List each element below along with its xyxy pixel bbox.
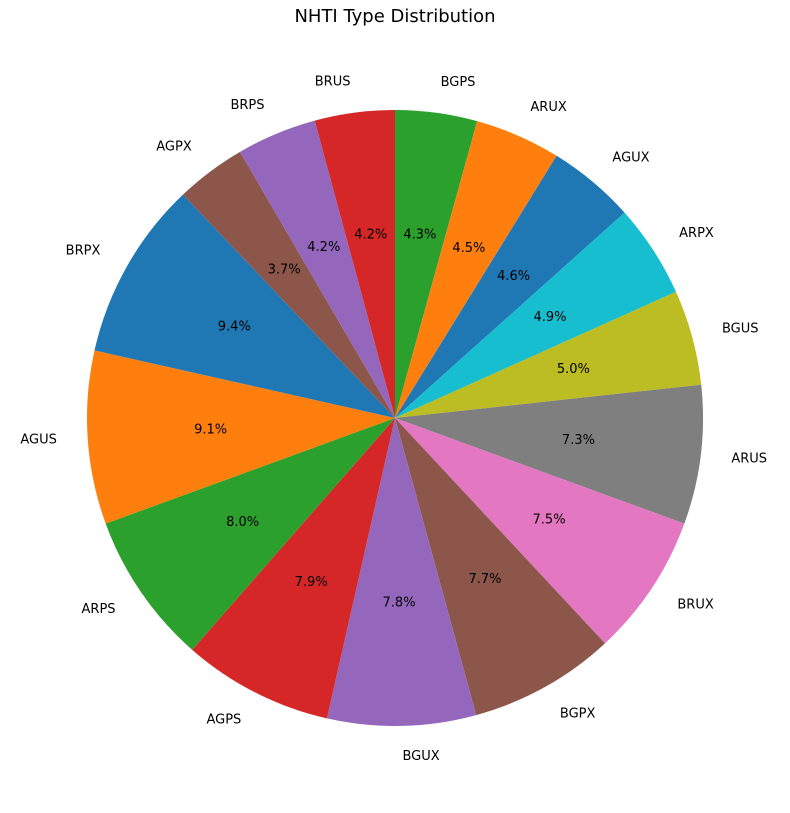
- pie-slice-bgpx: [395, 418, 605, 716]
- pct-label-arus: 7.3%: [562, 433, 595, 448]
- chart-title: NHTI Type Distribution: [294, 6, 496, 27]
- slice-label-brps: BRPS: [230, 98, 264, 113]
- slice-label-brux: BRUX: [677, 598, 713, 613]
- pct-label-agpx: 3.7%: [268, 263, 301, 278]
- pie-slice-agps: [192, 418, 395, 719]
- pie-slice-arus: [395, 384, 704, 524]
- slice-label-bgus: BGUS: [722, 322, 759, 337]
- pct-label-agps: 7.9%: [295, 575, 328, 590]
- pie-slice-brux: [395, 418, 685, 644]
- pct-label-arux: 4.5%: [452, 241, 485, 256]
- pct-label-bgus: 5.0%: [557, 362, 590, 377]
- slice-label-arps: ARPS: [82, 602, 116, 617]
- pie-slice-bgus: [395, 291, 702, 418]
- pct-label-agux: 4.6%: [497, 269, 530, 284]
- pct-label-bgux: 7.8%: [383, 595, 416, 610]
- pie-slice-agus: [87, 350, 395, 524]
- pie-slice-bgux: [326, 418, 477, 726]
- slice-label-agux: AGUX: [612, 151, 649, 166]
- pie-slice-brus: [314, 110, 395, 418]
- slice-label-arux: ARUX: [530, 100, 566, 115]
- slice-label-arus: ARUS: [731, 451, 767, 466]
- slice-label-bgux: BGUX: [402, 749, 439, 764]
- pct-label-bgps: 4.3%: [403, 227, 436, 242]
- slice-label-brpx: BRPX: [66, 243, 101, 258]
- pct-label-agus: 9.1%: [194, 422, 227, 437]
- pie-slice-brpx: [94, 194, 395, 418]
- pct-label-arps: 8.0%: [226, 515, 259, 530]
- slice-label-brus: BRUS: [315, 75, 351, 90]
- pct-label-brps: 4.2%: [307, 240, 340, 255]
- slice-label-bgps: BGPS: [441, 75, 476, 90]
- pie-slice-arux: [395, 121, 557, 419]
- pct-label-brus: 4.2%: [354, 227, 387, 242]
- pie-slice-arps: [105, 418, 396, 650]
- slice-label-agus: AGUS: [20, 432, 57, 447]
- pct-label-brux: 7.5%: [533, 513, 566, 528]
- pie-slice-bgps: [395, 110, 478, 418]
- pie-slice-agpx: [182, 151, 395, 418]
- slice-label-agps: AGPS: [206, 712, 241, 727]
- slice-label-arpx: ARPX: [679, 226, 714, 241]
- slice-label-agpx: AGPX: [156, 139, 192, 154]
- pct-label-bgpx: 7.7%: [468, 572, 501, 587]
- slice-label-bgpx: BGPX: [560, 706, 596, 721]
- pie-slice-brps: [240, 120, 395, 418]
- pie-slice-arpx: [395, 212, 676, 418]
- pct-label-arpx: 4.9%: [533, 310, 566, 325]
- pie-slice-agux: [395, 155, 625, 419]
- pct-label-brpx: 9.4%: [218, 319, 251, 334]
